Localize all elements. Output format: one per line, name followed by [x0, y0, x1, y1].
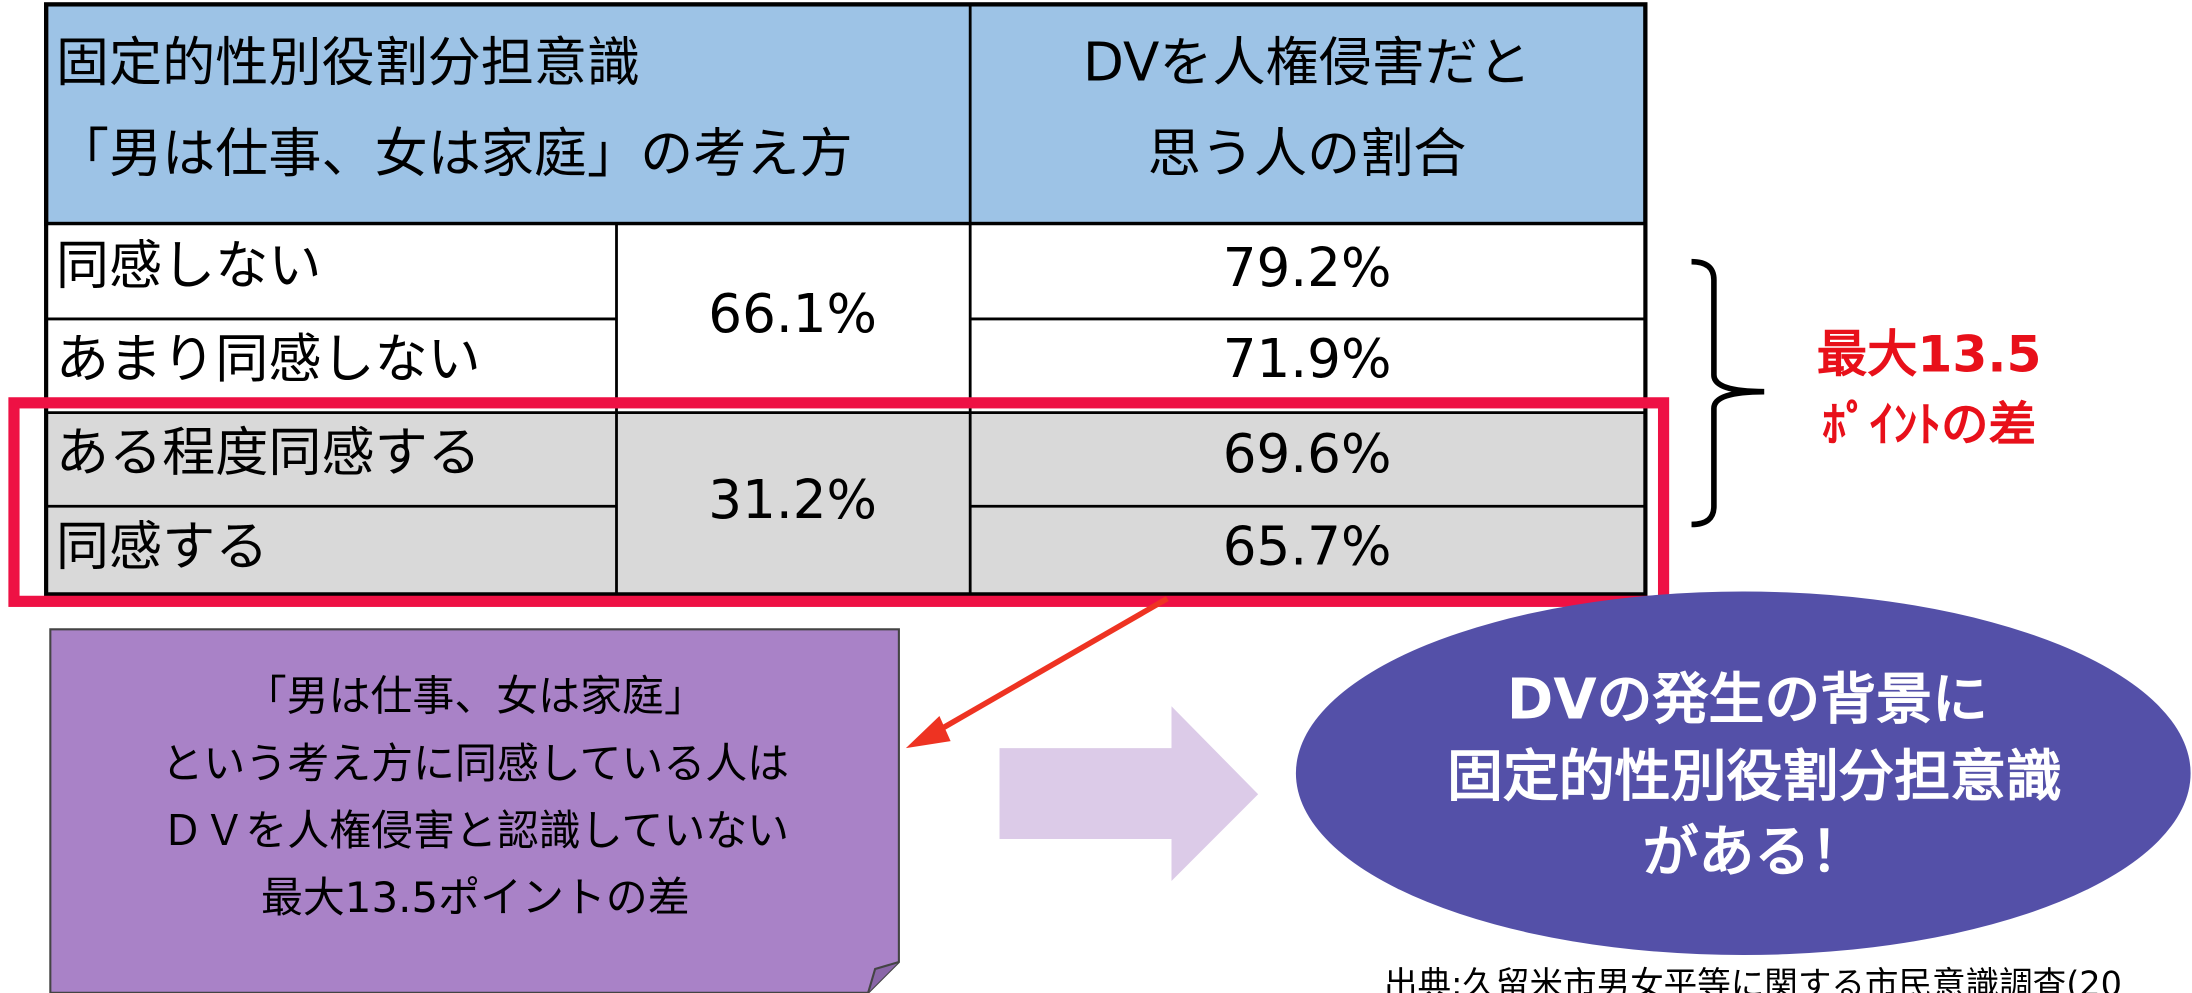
red-arrow — [928, 596, 1169, 738]
big-arrow — [999, 706, 1259, 881]
note-fold — [867, 961, 900, 993]
header-bg — [44, 2, 1648, 226]
note-text: という考え方に同感している人は — [162, 739, 790, 788]
bracket — [1691, 258, 1765, 528]
header-cell: 思う人の割合 — [1148, 122, 1467, 184]
row-label: あまり同感しない — [56, 328, 481, 390]
header-cell: 固定的性別役割分担意識 — [56, 32, 640, 94]
cell-value: 65.7% — [1223, 515, 1392, 577]
cell-value: 69.6% — [1223, 423, 1392, 485]
rows-gray-bg — [46, 412, 1646, 595]
conclusion-ellipse — [1295, 591, 2191, 956]
cell-value: 71.9% — [1223, 328, 1392, 390]
note-text: 「男は仕事、女は家庭」 — [245, 672, 706, 721]
source-text: 出典:久留米市男女平等に関する市民意識調査(20 — [1384, 964, 2122, 993]
conclusion-text: がある！ — [1643, 820, 1867, 885]
header-cell: DVを人権侵害だと — [1083, 32, 1531, 94]
row-label: ある程度同感する — [56, 422, 481, 484]
cell-value: 79.2% — [1223, 237, 1392, 299]
header-cell: 「男は仕事、女は家庭」の考え方 — [56, 122, 853, 184]
cell-value: 66.1% — [708, 283, 877, 345]
highlight-box — [8, 397, 1670, 607]
red-arrowhead — [905, 715, 951, 749]
conclusion-text: DVの発生の背景に — [1507, 668, 1988, 733]
callout-text: 最大13.5 — [1817, 325, 2042, 384]
table-grid — [44, 2, 1648, 597]
note-text: 最大13.5ポイントの差 — [261, 873, 690, 922]
note-text: ＤＶを人権侵害と認識していない — [162, 806, 790, 855]
row-label: 同感する — [56, 515, 268, 577]
row-label: 同感しない — [56, 234, 322, 296]
conclusion-text: 固定的性別役割分担意識 — [1447, 744, 2062, 809]
callout-text: ﾎﾟｲﾝﾄの差 — [1822, 398, 2036, 453]
cell-value: 31.2% — [708, 469, 877, 531]
